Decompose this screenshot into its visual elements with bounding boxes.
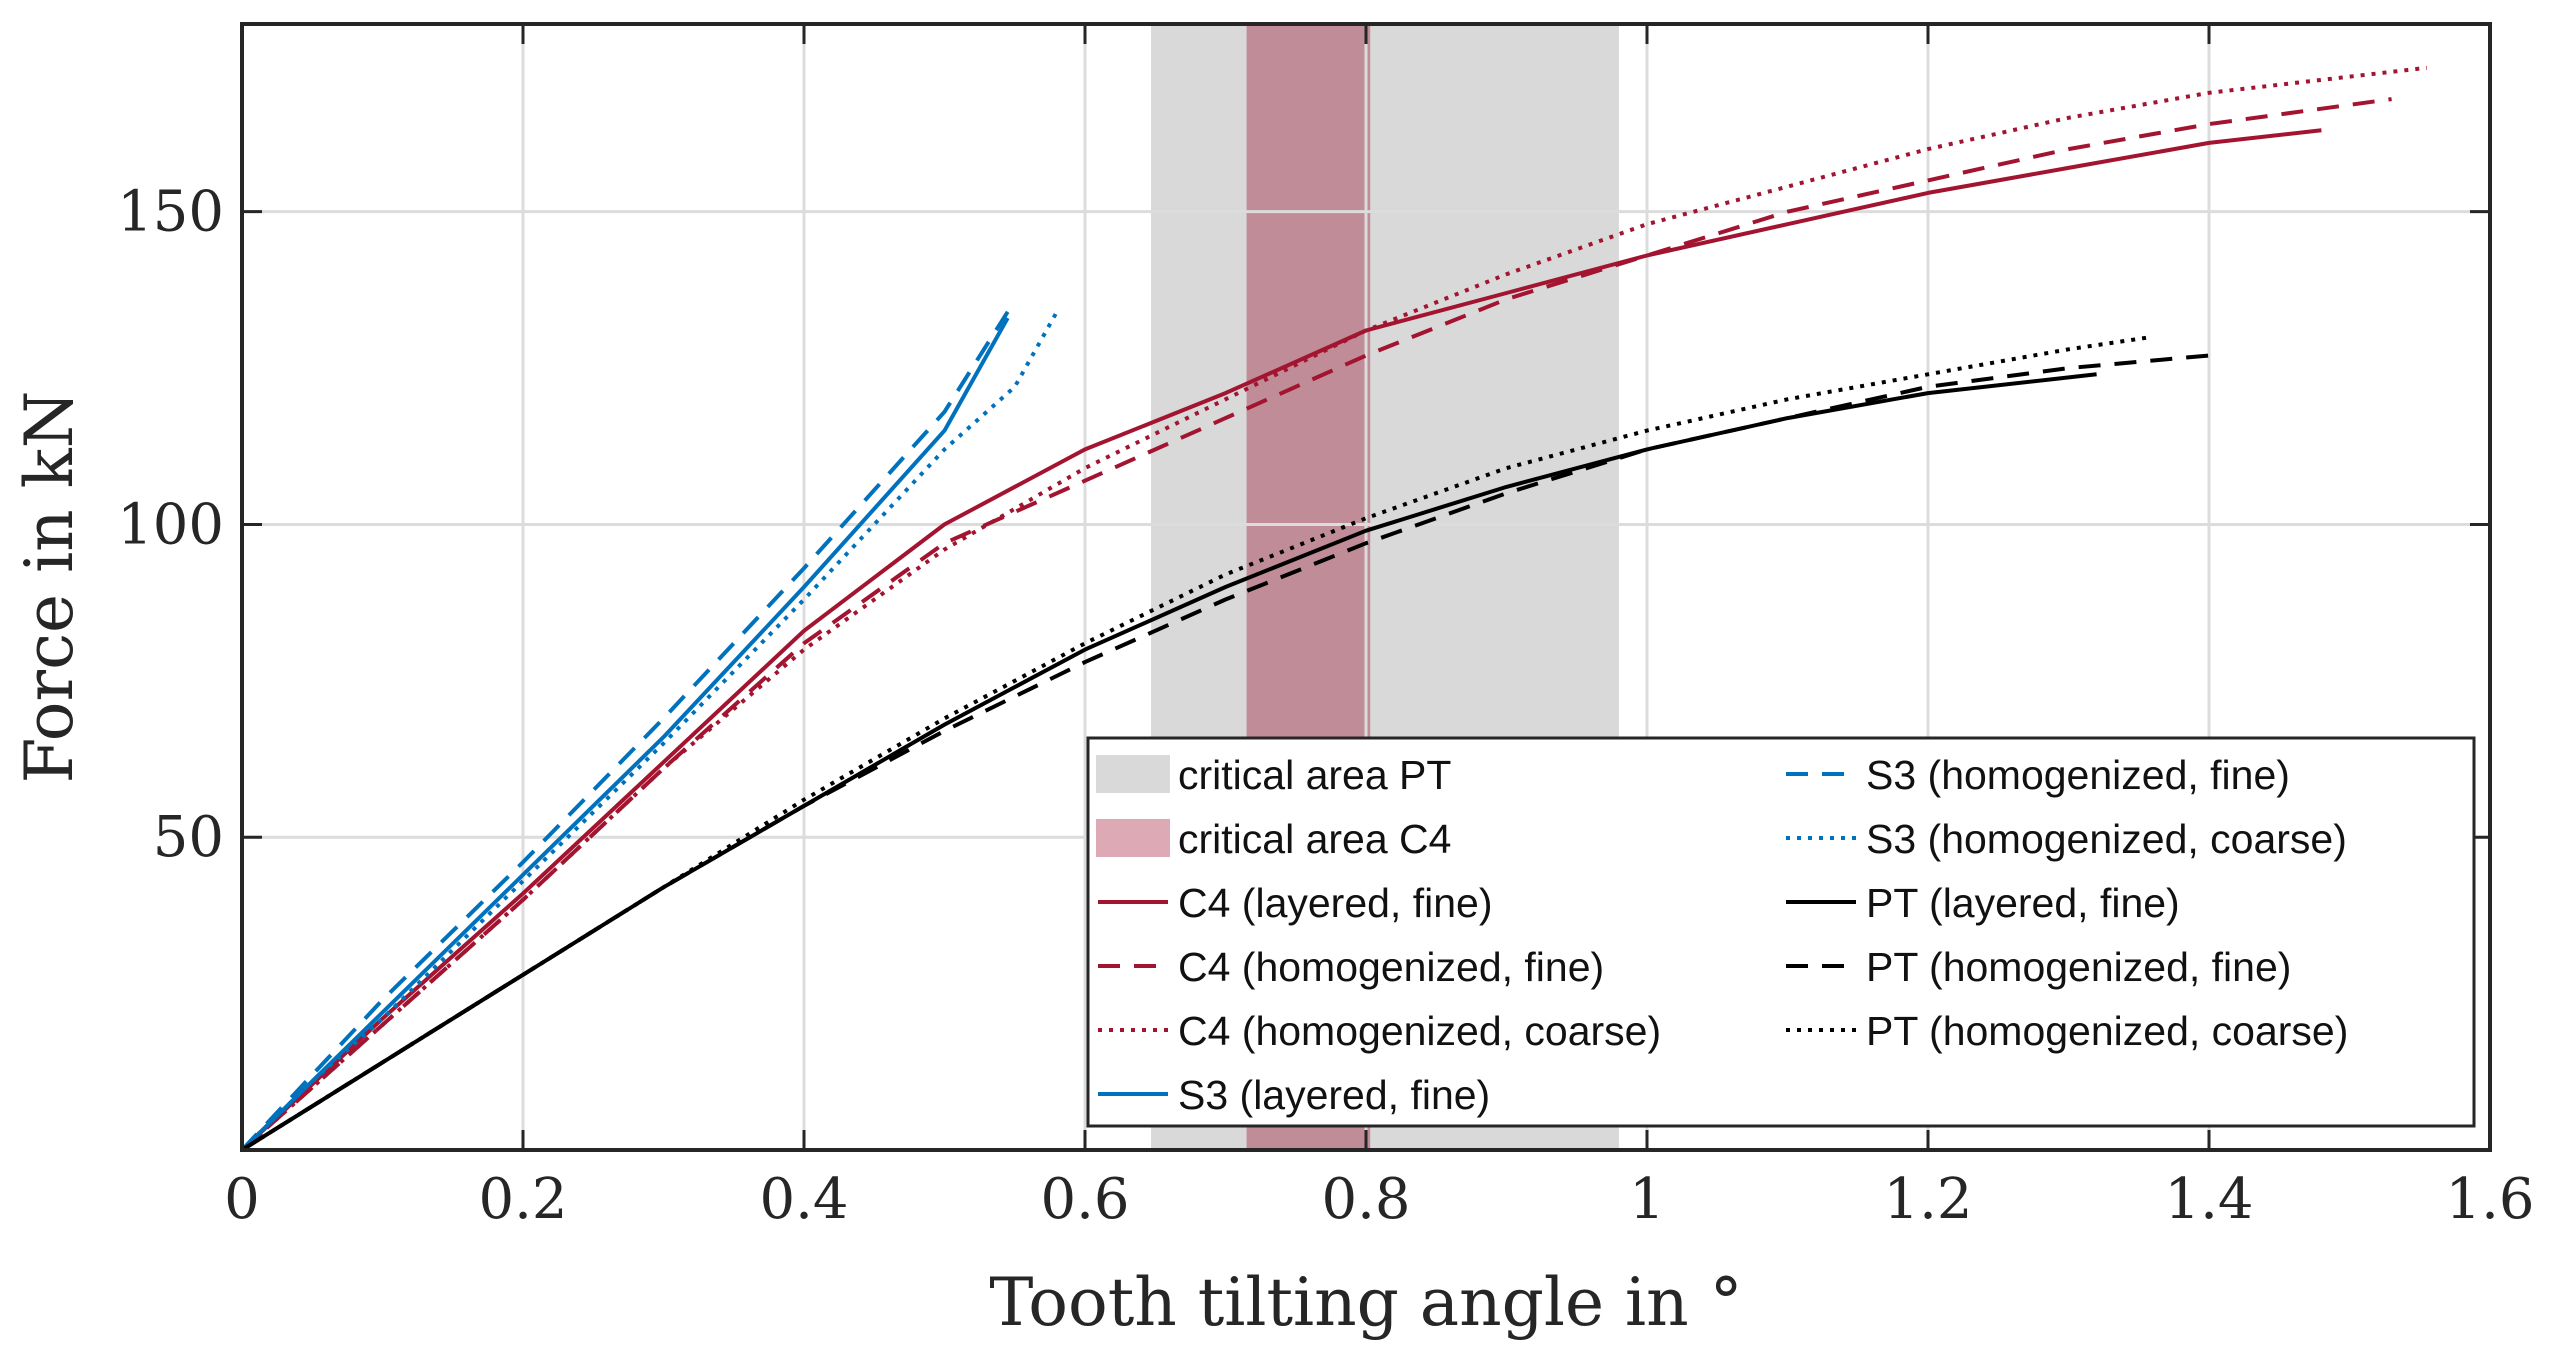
legend-label: C4 (homogenized, fine) [1178, 944, 1604, 990]
x-tick-label: 1.4 [2164, 1167, 2253, 1232]
legend-label: PT (homogenized, coarse) [1866, 1008, 2348, 1054]
y-tick-label: 50 [153, 805, 224, 870]
x-tick-label: 1 [1629, 1167, 1665, 1232]
legend: critical area PT critical area C4 C4 (laye… [1086, 736, 2476, 1128]
legend-label: C4 (homogenized, coarse) [1178, 1008, 1661, 1054]
series-lines [240, 65, 2428, 1152]
x-tick-label: 0.8 [1321, 1167, 1410, 1232]
series-line-0 [240, 128, 2322, 1152]
legend-label: S3 (layered, fine) [1178, 1072, 1490, 1118]
series-line-2 [240, 65, 2428, 1152]
x-tick-label: 1.6 [2445, 1167, 2534, 1232]
legend-label: critical area PT [1178, 752, 1451, 798]
x-tick-label: 0 [224, 1167, 260, 1232]
legend-box [1086, 736, 2476, 1128]
plot-frame [240, 22, 2492, 1152]
legend-swatch [1096, 755, 1170, 793]
y-axis-title: Force in kN [11, 391, 88, 784]
series-line-1 [240, 97, 2392, 1152]
series-line-8 [240, 334, 2154, 1152]
legend-label: C4 (layered, fine) [1178, 880, 1492, 926]
series-line-5 [240, 310, 1059, 1152]
legend-label: PT (homogenized, fine) [1866, 944, 2291, 990]
legend-label: critical area C4 [1178, 816, 1451, 862]
y-tick-label: 100 [117, 492, 224, 557]
legend-label: S3 (homogenized, fine) [1866, 752, 2290, 798]
y-tick-label: 150 [117, 180, 224, 245]
x-tick-label: 1.2 [1883, 1167, 1972, 1232]
x-tick-label: 0.2 [478, 1167, 567, 1232]
legend-label: S3 (homogenized, coarse) [1866, 816, 2347, 862]
legend-swatch [1096, 819, 1170, 857]
series-line-4 [240, 310, 1010, 1152]
series-line-3 [240, 317, 1010, 1152]
x-axis-title: Tooth tilting angle in ° [989, 1264, 1742, 1341]
tick-labels: 0 0.2 0.4 0.6 0.8 1 1.2 1.4 1.6 50 100 150 [117, 180, 2534, 1232]
series-line-7 [240, 353, 2210, 1152]
legend-label: PT (layered, fine) [1866, 880, 2180, 926]
x-tick-label: 0.4 [759, 1167, 848, 1232]
x-tick-label: 0.6 [1040, 1167, 1129, 1232]
